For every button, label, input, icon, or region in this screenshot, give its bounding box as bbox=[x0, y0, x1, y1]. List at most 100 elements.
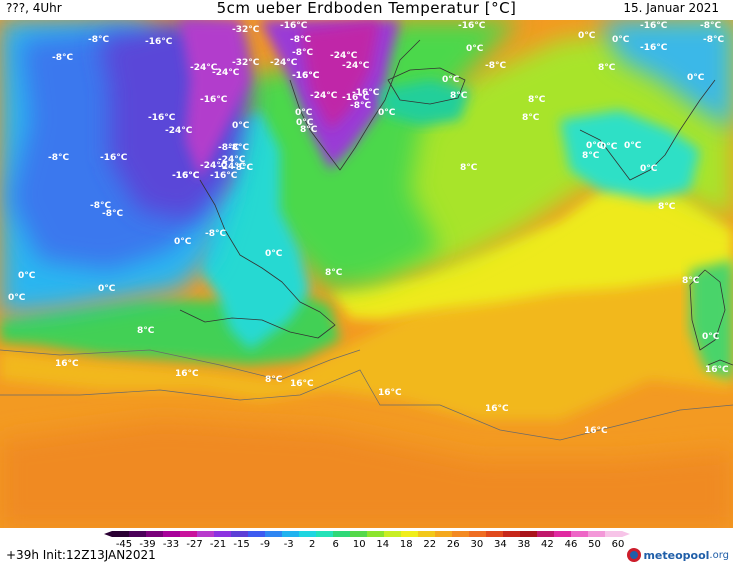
color-scale-tick-label: -45 bbox=[116, 539, 132, 548]
color-scale-swatch bbox=[537, 531, 555, 537]
temperature-label: 8°C bbox=[528, 95, 546, 105]
color-scale-swatch bbox=[384, 531, 402, 537]
temperature-label: -24°C bbox=[190, 63, 218, 73]
temperature-label: 16°C bbox=[485, 404, 509, 414]
temperature-label: -8°C bbox=[228, 143, 249, 153]
color-scale-swatch bbox=[554, 531, 572, 537]
temperature-label: 16°C bbox=[55, 359, 79, 369]
temperature-label: -24°C bbox=[342, 61, 370, 71]
footer-bar: -45 -39 -33 -27 -21 -15 -9 -3 2 6 10 14 18 22 26 30 34 38… bbox=[0, 528, 733, 566]
temperature-label: -24°C bbox=[165, 126, 193, 136]
forecast-init-text: +39h Init:12Z13JAN2021 bbox=[6, 548, 156, 562]
temperature-label: -8°C bbox=[700, 21, 721, 31]
temperature-label: -8°C bbox=[485, 61, 506, 71]
temperature-label: -8°C bbox=[290, 35, 311, 45]
temperature-label: -24°C bbox=[218, 162, 246, 172]
color-scale-swatch bbox=[316, 531, 334, 537]
color-scale-swatch bbox=[367, 531, 385, 537]
temperature-label: 16°C bbox=[290, 379, 314, 389]
coast-greenland bbox=[289, 39, 421, 171]
temperature-label: -16°C bbox=[172, 171, 200, 181]
temperature-label: -16°C bbox=[458, 21, 486, 31]
temperature-label: 8°C bbox=[137, 326, 155, 336]
color-scale-swatch bbox=[265, 531, 283, 537]
temperature-label: 8°C bbox=[300, 125, 318, 135]
temperature-label: 0°C bbox=[18, 271, 36, 281]
temperature-labels: -8°C -16°C-32°C -16°C-24°C-8°C-16°C0°C-16°… bbox=[8, 21, 729, 436]
temperature-label: 0°C bbox=[687, 73, 705, 83]
temperature-label: -16°C bbox=[640, 21, 668, 31]
color-scale-tick-label: 14 bbox=[376, 539, 389, 548]
temperature-label: 0°C bbox=[624, 141, 642, 151]
temperature-label: -8°C bbox=[102, 209, 123, 219]
zone-magenta bbox=[180, 20, 250, 180]
temperature-label: -8°C bbox=[232, 163, 253, 173]
logo-tld-text: .org bbox=[709, 549, 729, 561]
temperature-label: 8°C bbox=[598, 63, 616, 73]
contour-north bbox=[0, 349, 361, 381]
temperature-label: 0°C bbox=[600, 142, 618, 152]
temperature-label: -16°C bbox=[280, 21, 308, 31]
contour-lines bbox=[0, 349, 733, 441]
color-scale-swatch bbox=[333, 531, 351, 537]
color-scale-swatch bbox=[588, 531, 606, 537]
color-scale-swatch bbox=[571, 531, 589, 537]
color-scale-swatch bbox=[520, 531, 538, 537]
temperature-label: 0°C bbox=[174, 237, 192, 247]
temperature-label: -16°C bbox=[292, 71, 320, 81]
zone-scandinavia-inner bbox=[560, 110, 700, 200]
temperature-label: 8°C bbox=[658, 202, 676, 212]
color-scale-tick-label: 38 bbox=[518, 539, 531, 548]
zone-scandinavia bbox=[600, 20, 733, 130]
temperature-label: 0°C bbox=[265, 249, 283, 259]
coast-britain bbox=[689, 269, 726, 351]
color-scale-swatch bbox=[469, 531, 487, 537]
color-scale-swatch bbox=[605, 531, 623, 537]
temperature-label: 16°C bbox=[584, 426, 608, 436]
temperature-label: -8°C bbox=[292, 48, 313, 58]
color-scale-tick-label: 30 bbox=[471, 539, 484, 548]
temperature-label: -16°C bbox=[172, 171, 200, 181]
temperature-label: 8°C bbox=[582, 151, 600, 161]
color-scale-swatch bbox=[486, 531, 504, 537]
color-scale-swatch bbox=[435, 531, 453, 537]
temperature-label: 16°C bbox=[175, 369, 199, 379]
zone-greenland-core bbox=[300, 20, 380, 130]
zone-iceland bbox=[380, 80, 470, 125]
temperature-label: 0°C bbox=[98, 284, 116, 294]
contour-south bbox=[0, 369, 733, 441]
color-scale-tick-label: 60 bbox=[612, 539, 625, 548]
color-scale-tip-high bbox=[622, 531, 630, 537]
temperature-label: -16°C bbox=[342, 93, 370, 103]
temperature-label: 8°C bbox=[450, 91, 468, 101]
color-scale-swatch bbox=[146, 531, 164, 537]
temperature-label: -16°C bbox=[352, 88, 380, 98]
color-scale-tick-label: -33 bbox=[163, 539, 179, 548]
color-scale-tick-label: 2 bbox=[309, 539, 315, 548]
color-scale-tick-label: 50 bbox=[588, 539, 601, 548]
temperature-label: -16°C bbox=[145, 37, 173, 47]
zone-lime bbox=[350, 20, 733, 285]
color-scale-legend: -45 -39 -33 -27 -21 -15 -9 -3 2 6 10 14 18 22 26 30 34 38… bbox=[104, 531, 630, 548]
color-scale-swatch bbox=[503, 531, 521, 537]
logo-brand-text: meteopool bbox=[643, 548, 710, 562]
temperature-label: 8°C bbox=[522, 113, 540, 123]
color-scale-tick-label: 10 bbox=[353, 539, 366, 548]
color-scale-swatch bbox=[180, 531, 198, 537]
temperature-label: -8°C bbox=[205, 229, 226, 239]
temperature-label: 8°C bbox=[325, 268, 343, 278]
temperature-label: 0°C bbox=[295, 108, 313, 118]
temperature-label: 0°C bbox=[586, 141, 604, 151]
temperature-label: 8°C bbox=[682, 276, 700, 286]
color-scale-swatch bbox=[248, 531, 266, 537]
forecast-date: 15. Januar 2021 bbox=[623, 1, 719, 15]
temperature-label: -8°C bbox=[703, 35, 724, 45]
color-scale-swatch bbox=[197, 531, 215, 537]
color-scale-swatch bbox=[163, 531, 181, 537]
temperature-label: -16°C bbox=[100, 153, 128, 163]
header-bar: ???, 4Uhr 5cm ueber Erdboden Temperatur … bbox=[0, 0, 733, 20]
temperature-label: -24°C bbox=[218, 155, 246, 165]
color-scale-tick-label: -15 bbox=[233, 539, 249, 548]
temperature-label: -8°C bbox=[48, 153, 69, 163]
coast-labrador bbox=[179, 179, 336, 339]
